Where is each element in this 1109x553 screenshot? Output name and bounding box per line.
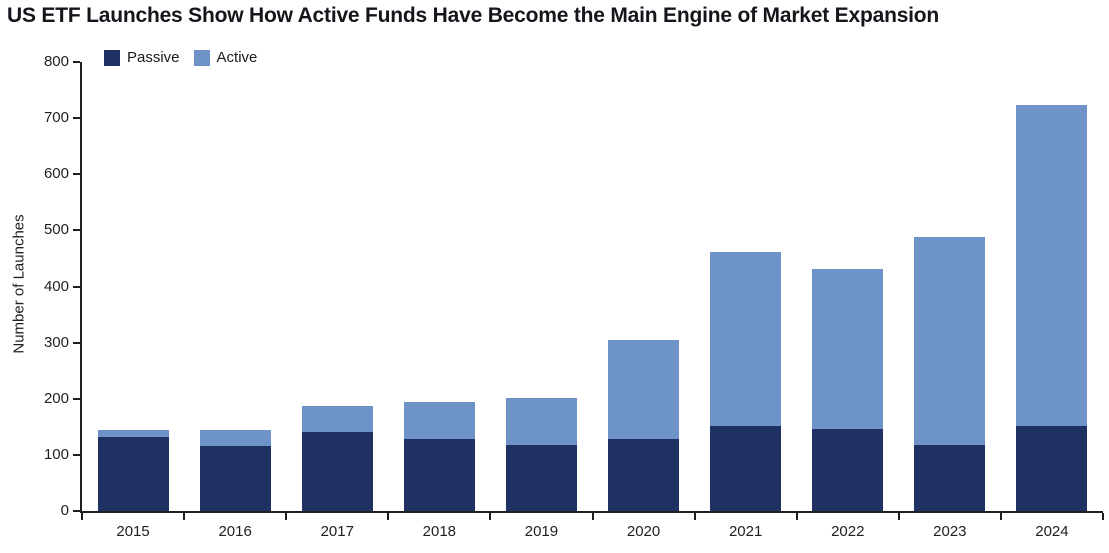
x-tick-mark: [489, 513, 492, 520]
y-tick-mark: [73, 61, 80, 63]
y-tick-label: 300: [43, 333, 69, 351]
x-tick-mark: [693, 513, 696, 520]
bar-segment-passive-2020: [608, 438, 680, 511]
x-tick-mark: [591, 513, 594, 520]
x-tick-label: 2023: [933, 523, 967, 540]
bar-segment-passive-2018: [403, 438, 475, 511]
y-tick-mark: [73, 285, 80, 288]
x-tick-label: 2018: [422, 523, 457, 540]
bar-segment-passive-2015: [97, 437, 169, 511]
y-tick-mark: [73, 229, 80, 232]
x-tick-label: 2024: [1035, 523, 1069, 540]
y-tick-label: 500: [43, 221, 69, 239]
legend-item-active: Active: [193, 49, 258, 66]
x-tick-label: 2020: [626, 523, 661, 540]
y-tick-label: 200: [43, 389, 69, 407]
x-tick-label: 2021: [728, 523, 763, 540]
chart-title: US ETF Launches Show How Active Funds Ha…: [7, 4, 940, 27]
x-tick-mark: [1102, 513, 1104, 520]
x-tick-mark: [795, 513, 798, 520]
y-tick-mark: [73, 173, 80, 176]
y-tick-mark: [73, 397, 80, 400]
y-tick-label: 100: [43, 445, 69, 463]
bar-segment-active-2019: [505, 397, 577, 446]
bar-segment-active-2022: [812, 269, 884, 429]
y-tick-mark: [73, 117, 80, 120]
x-tick-mark: [183, 513, 186, 520]
bar-segment-passive-2016: [199, 446, 271, 511]
legend-label-passive: Passive: [127, 49, 180, 66]
bar-segment-active-2018: [403, 401, 475, 439]
bar-segment-passive-2017: [301, 432, 373, 511]
passive-swatch-icon: [104, 49, 120, 66]
y-tick-label: 700: [43, 109, 69, 127]
y-tick-mark: [73, 510, 80, 512]
x-tick-label: 2016: [218, 523, 252, 540]
x-tick-mark: [387, 513, 390, 520]
bar-segment-active-2017: [301, 405, 373, 433]
x-tick-label: 2019: [524, 523, 559, 540]
bar-segment-passive-2021: [710, 425, 782, 511]
x-tick-label: 2017: [320, 523, 354, 540]
bar-segment-passive-2023: [914, 445, 986, 511]
y-tick-label: 400: [43, 277, 69, 295]
y-tick-label: 600: [43, 165, 69, 183]
y-tick-label: 800: [43, 53, 69, 70]
x-tick-mark: [81, 513, 83, 520]
bar-segment-active-2015: [97, 429, 169, 438]
bar-segment-active-2023: [914, 237, 986, 446]
x-tick-mark: [999, 513, 1002, 520]
x-tick-mark: [285, 513, 288, 520]
bar-segment-passive-2022: [812, 428, 884, 511]
y-tick-mark: [73, 453, 80, 456]
x-tick-label: 2022: [831, 523, 865, 540]
bar-segment-active-2021: [710, 251, 782, 426]
legend-item-passive: Passive: [104, 49, 180, 66]
bar-segment-passive-2024: [1016, 426, 1088, 511]
legend: Passive Active: [104, 49, 257, 66]
bar-segment-passive-2019: [505, 445, 577, 511]
x-tick-mark: [897, 513, 900, 520]
x-tick-label: 2015: [116, 523, 150, 540]
plot-area: 0 100 200 300 400 500 600 700 800 2015 2016 2017 201…: [44, 53, 1104, 540]
bar-segment-active-2024: [1016, 105, 1088, 427]
y-tick-label: 0: [60, 502, 69, 519]
active-swatch-icon: [193, 49, 210, 66]
legend-label-active: Active: [216, 49, 258, 66]
bar-segment-active-2020: [608, 339, 680, 439]
y-tick-mark: [73, 341, 80, 344]
bar-segment-active-2016: [199, 429, 271, 447]
